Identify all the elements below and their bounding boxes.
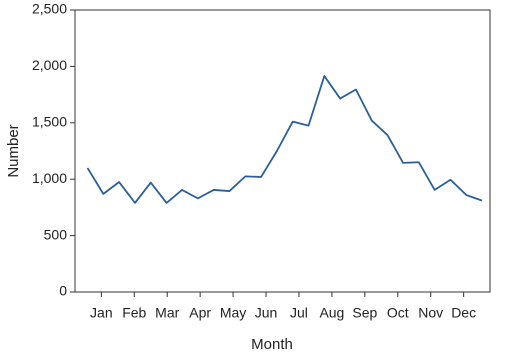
plot-frame [74,9,491,293]
y-tick-label: 1,000 [32,170,67,186]
x-tick-label: Nov [418,305,443,321]
x-tick-label: Dec [451,305,476,321]
x-tick-label: Mar [155,305,179,321]
x-tick-label: Aug [319,305,344,321]
y-tick-label: 2,500 [32,1,67,17]
x-axis-title: Month [251,336,293,353]
x-tick-label: Oct [387,305,409,321]
y-tick-label: 2,000 [32,57,67,73]
x-tick-label: Jul [290,305,308,321]
y-tick-label: 0 [59,283,67,299]
x-tick-label: Apr [189,305,211,321]
x-tick-label: Jan [90,305,113,321]
x-tick-label: May [220,305,246,321]
y-axis-title: Number [5,124,22,177]
data-line [86,75,483,204]
y-tick-label: 1,500 [32,114,67,130]
x-tick-label: Jun [255,305,278,321]
x-tick-label: Sep [352,305,377,321]
y-tick-label: 500 [44,226,68,242]
x-tick-label: Feb [122,305,146,321]
